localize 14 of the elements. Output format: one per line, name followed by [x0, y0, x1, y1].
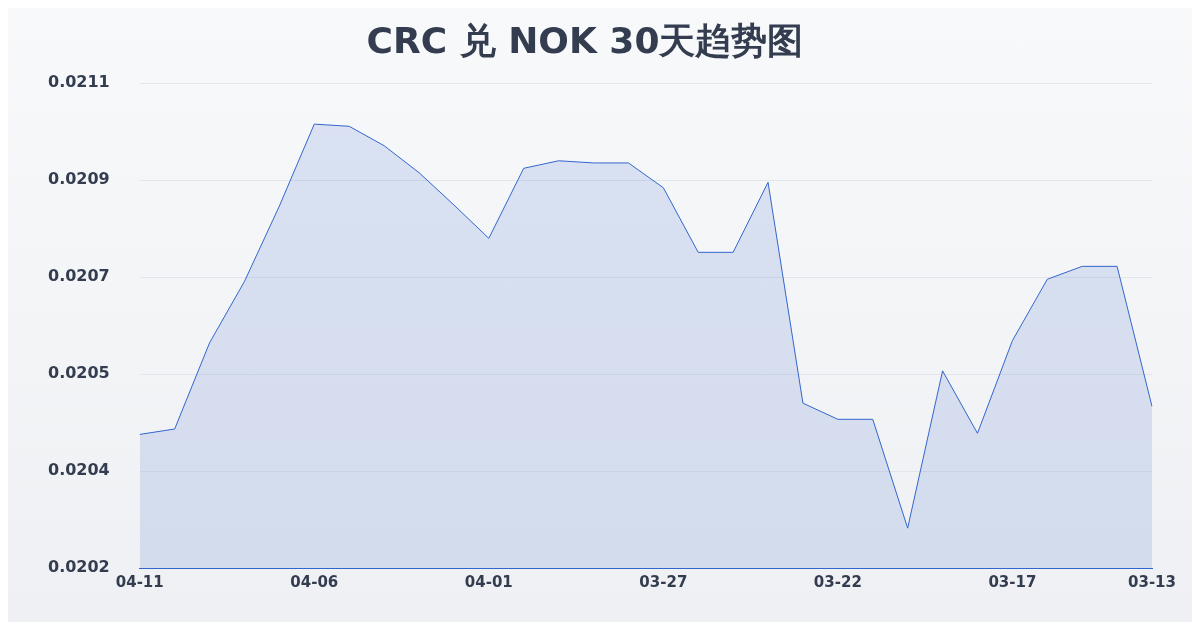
y-tick-label: 0.0202	[47, 557, 110, 577]
y-tick-label: 0.0204	[47, 460, 110, 480]
x-tick-label: 04-11	[115, 572, 164, 591]
y-tick-label: 0.0209	[47, 169, 110, 189]
x-tick-label: 03-17	[988, 572, 1037, 591]
x-tick-label: 04-06	[290, 572, 339, 591]
y-tick-label: 0.0205	[47, 363, 110, 383]
x-tick-label: 03-13	[1128, 572, 1176, 591]
x-tick-label: 03-22	[813, 572, 862, 591]
chart-title: CRC 兑 NOK 30天趋势图	[366, 19, 804, 61]
x-tick-label: 04-01	[464, 572, 513, 591]
y-tick-label: 0.0211	[47, 72, 110, 92]
y-tick-label: 0.0207	[47, 266, 110, 286]
x-tick-label: 03-27	[639, 572, 688, 591]
